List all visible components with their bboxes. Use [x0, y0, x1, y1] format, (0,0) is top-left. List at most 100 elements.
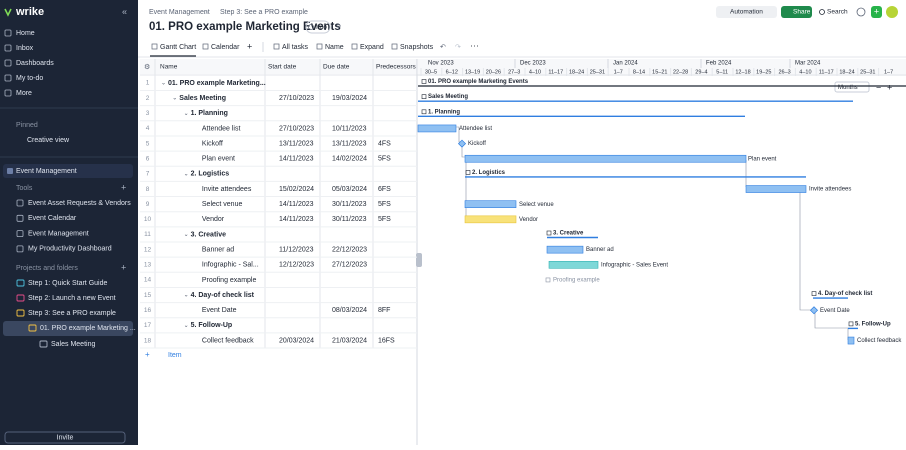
- expand-caret[interactable]: ⌄: [184, 171, 189, 177]
- expand-caret[interactable]: ⌄: [172, 96, 177, 102]
- splitter-handle[interactable]: [416, 253, 422, 267]
- nav-item[interactable]: Inbox: [16, 45, 34, 52]
- summary-icon: [546, 230, 552, 236]
- task-name[interactable]: Proofing example: [202, 277, 257, 284]
- project-item[interactable]: Sales Meeting: [51, 341, 95, 348]
- nav-item[interactable]: Dashboards: [16, 60, 54, 67]
- summary-label[interactable]: 2. Logistics: [472, 170, 506, 176]
- nav-item[interactable]: My to-do: [16, 75, 43, 82]
- help-icon[interactable]: [856, 7, 866, 17]
- nav-item[interactable]: Home: [16, 30, 35, 37]
- summary-label[interactable]: 1. Planning: [428, 109, 460, 115]
- bar-label[interactable]: Collect feedback: [857, 338, 902, 344]
- task-bar[interactable]: [464, 154, 747, 163]
- summary-label[interactable]: 01. PRO example Marketing Events: [428, 79, 529, 85]
- zoom-in[interactable]: +: [887, 82, 892, 92]
- new-btn[interactable]: [871, 6, 882, 18]
- task-name[interactable]: Kickoff: [202, 140, 223, 147]
- collapse[interactable]: «: [122, 6, 127, 16]
- task-bar[interactable]: [847, 336, 855, 345]
- row-number: 3: [146, 110, 150, 117]
- add[interactable]: +: [121, 182, 126, 192]
- week-label: 19–25: [756, 69, 771, 75]
- row-number: 5: [146, 140, 150, 147]
- task-bar[interactable]: [464, 215, 517, 224]
- task-name[interactable]: 01. PRO example Marketing...: [168, 80, 266, 87]
- automation-btn[interactable]: [716, 6, 777, 18]
- add[interactable]: +: [121, 262, 126, 272]
- summary-icon: [421, 79, 427, 84]
- task-bar[interactable]: [417, 124, 457, 133]
- breadcrumb[interactable]: Step 3: See a PRO example: [220, 9, 308, 16]
- bar-label[interactable]: Attendee list: [459, 126, 492, 132]
- expand-caret[interactable]: ⌄: [184, 323, 189, 329]
- tool-item[interactable]: Event Calendar: [28, 215, 77, 222]
- task-name[interactable]: 5. Follow-Up: [191, 322, 233, 329]
- expand-caret[interactable]: ⌄: [184, 111, 189, 117]
- bar-label[interactable]: Invite attendees: [809, 187, 851, 193]
- expand-caret[interactable]: ⌄: [161, 81, 166, 87]
- pinned-item[interactable]: Creative view: [27, 137, 70, 144]
- info-pill[interactable]: [305, 20, 331, 34]
- summary-label[interactable]: 4. Day-of check list: [818, 291, 872, 297]
- invite-label[interactable]: Invite: [57, 434, 74, 441]
- task-name[interactable]: 2. Logistics: [191, 171, 230, 178]
- summary-label[interactable]: 5. Follow-Up: [855, 321, 891, 327]
- task-name[interactable]: Sales Meeting: [179, 95, 226, 102]
- project-item[interactable]: Step 2: Launch a new Event: [28, 295, 116, 302]
- tool-item[interactable]: My Productivity Dashboard: [28, 246, 112, 253]
- toolbar-action[interactable]: Expand: [360, 44, 384, 51]
- task-name[interactable]: Vendor: [202, 216, 225, 223]
- space-name[interactable]: Event Management: [16, 168, 77, 175]
- tab[interactable]: Gantt Chart: [160, 44, 196, 51]
- task-name[interactable]: Attendee list: [202, 125, 241, 132]
- zoom-out[interactable]: −: [876, 82, 881, 92]
- summary-label[interactable]: 3. Creative: [553, 231, 584, 237]
- avatar[interactable]: [886, 6, 898, 18]
- share-btn[interactable]: [781, 6, 812, 18]
- task-name[interactable]: Collect feedback: [202, 337, 254, 344]
- tab[interactable]: Calendar: [211, 44, 240, 51]
- bar-label[interactable]: Infographic - Sales Event: [601, 262, 668, 268]
- task-name[interactable]: Plan event: [202, 156, 235, 163]
- toolbar-action[interactable]: Name: [325, 44, 344, 51]
- tool-item[interactable]: Event Asset Requests & Vendors: [28, 200, 131, 207]
- task-bar[interactable]: [546, 245, 584, 254]
- zoom-select[interactable]: [834, 81, 870, 93]
- project-item[interactable]: Step 3: See a PRO example: [28, 310, 116, 317]
- bar-label[interactable]: Vendor: [519, 217, 538, 223]
- expand-caret[interactable]: ⌄: [184, 293, 189, 299]
- bar-label[interactable]: Plan event: [748, 156, 777, 162]
- task-bar[interactable]: [464, 200, 517, 208]
- task-name[interactable]: Banner ad: [202, 246, 234, 253]
- task-name[interactable]: 3. Creative: [191, 231, 227, 238]
- summary-label[interactable]: Sales Meeting: [428, 94, 468, 100]
- breadcrumb[interactable]: Event Management: [149, 9, 210, 16]
- toolbar-action[interactable]: Snapshots: [400, 44, 434, 51]
- task-bar[interactable]: [745, 185, 807, 193]
- task-name[interactable]: Infographic - Sal...: [202, 262, 259, 269]
- bar-label[interactable]: Select venue: [519, 202, 554, 208]
- bar-label[interactable]: Proofing example: [553, 278, 600, 284]
- milestone[interactable]: [809, 306, 819, 315]
- task-name[interactable]: 1. Planning: [191, 110, 228, 117]
- task-name[interactable]: Invite attendees: [202, 186, 252, 193]
- bar-label[interactable]: Event Date: [820, 308, 850, 314]
- task-name[interactable]: Select venue: [202, 201, 243, 208]
- search-label[interactable]: Search: [827, 9, 848, 16]
- bar-label[interactable]: Kickoff: [468, 141, 486, 147]
- project-item[interactable]: Step 1: Quick Start Guide: [28, 280, 107, 287]
- task-bar[interactable]: [548, 260, 599, 269]
- project-item[interactable]: 01. PRO example Marketing ...: [40, 325, 136, 332]
- bar-label[interactable]: Banner ad: [586, 247, 614, 253]
- nav-item[interactable]: More: [16, 90, 32, 97]
- task-name[interactable]: 4. Day-of check list: [191, 292, 255, 299]
- toolbar-action[interactable]: All tasks: [282, 44, 309, 51]
- tool-item[interactable]: Event Management: [28, 230, 89, 237]
- add-item[interactable]: Item: [168, 352, 182, 359]
- expand-caret[interactable]: ⌄: [184, 232, 189, 238]
- invite-btn[interactable]: [4, 431, 126, 444]
- task-name[interactable]: Event Date: [202, 307, 237, 314]
- milestone[interactable]: [457, 139, 467, 148]
- add-view[interactable]: +: [247, 41, 252, 51]
